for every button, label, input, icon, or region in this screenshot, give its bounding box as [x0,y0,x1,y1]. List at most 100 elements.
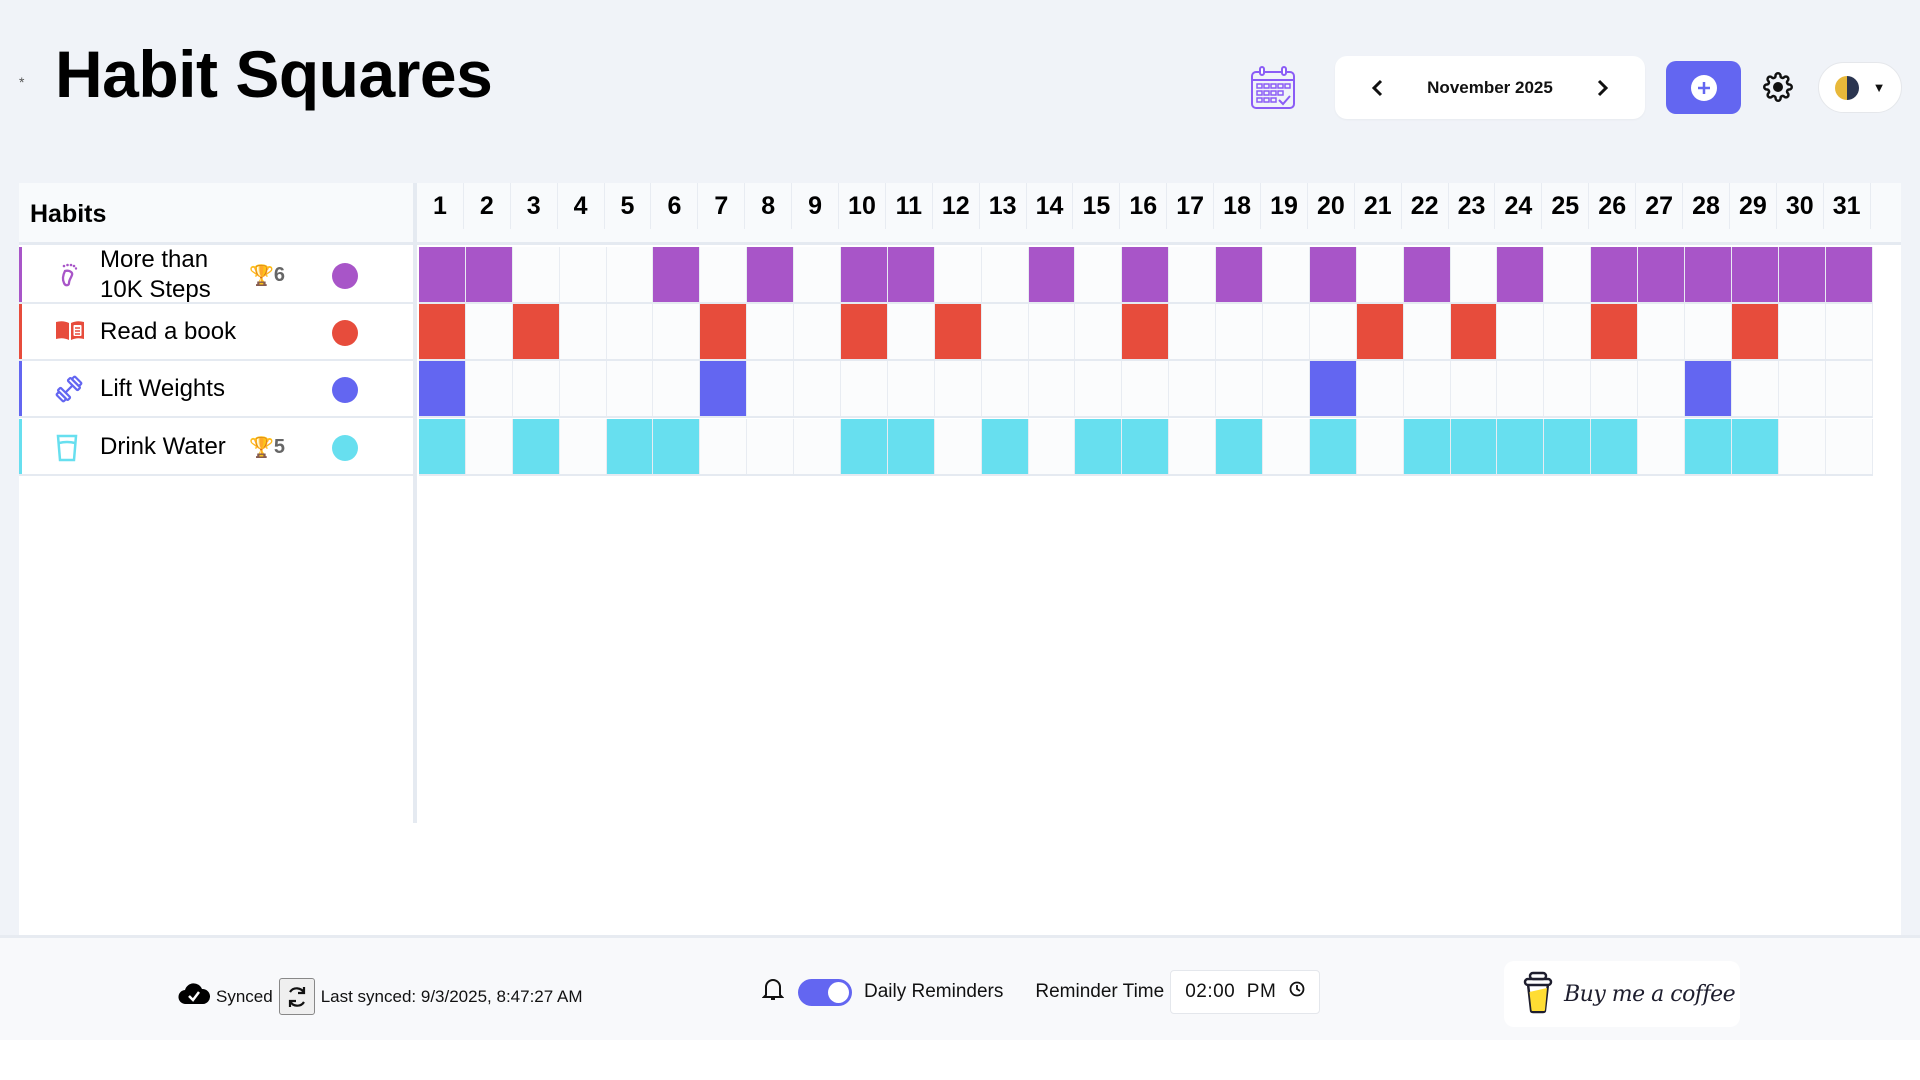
day-cell-completed[interactable] [841,304,888,359]
habit-color-dot[interactable] [332,320,358,346]
day-cell-completed[interactable] [653,247,701,302]
day-cell-completed[interactable] [419,419,466,474]
day-cell-empty[interactable] [559,247,607,302]
habit-color-dot[interactable] [332,377,358,403]
day-cell-completed[interactable] [606,419,654,474]
day-cell-completed[interactable] [1450,419,1498,474]
day-cell-completed[interactable] [1685,419,1732,474]
day-cell-empty[interactable] [794,419,842,474]
day-cell-empty[interactable] [1497,304,1545,359]
day-cell-empty[interactable] [981,304,1029,359]
habit-color-dot[interactable] [332,263,358,289]
day-cell-completed[interactable] [1450,304,1498,359]
day-cell-empty[interactable] [981,361,1029,416]
day-cell-empty[interactable] [1356,361,1404,416]
day-cell-empty[interactable] [1356,247,1404,302]
chevron-right-icon[interactable] [1591,76,1615,100]
day-cell-empty[interactable] [465,361,513,416]
day-cell-completed[interactable] [747,247,795,302]
day-cell-empty[interactable] [1028,361,1076,416]
day-cell-completed[interactable] [1638,247,1686,302]
day-cell-completed[interactable] [841,419,888,474]
reminder-time-input[interactable]: 02:00 PM [1170,970,1321,1014]
day-cell-empty[interactable] [1638,304,1686,359]
day-cell-empty[interactable] [512,247,560,302]
day-cell-empty[interactable] [1263,304,1310,359]
day-cell-completed[interactable] [465,247,513,302]
day-cell-completed[interactable] [1122,247,1170,302]
day-cell-completed[interactable] [419,304,466,359]
day-cell-empty[interactable] [1778,304,1826,359]
day-cell-completed[interactable] [1591,247,1639,302]
habit-row[interactable]: Drink Water 🏆 5 [19,419,413,476]
habit-row[interactable]: More than 10K Steps 🏆 6 [19,246,413,304]
day-cell-empty[interactable] [1403,361,1451,416]
day-cell-completed[interactable] [700,304,748,359]
day-cell-empty[interactable] [1263,419,1310,474]
theme-selector[interactable]: ▼ [1818,62,1902,113]
day-cell-completed[interactable] [1591,304,1639,359]
day-cell-empty[interactable] [1825,361,1873,416]
day-cell-completed[interactable] [1731,247,1779,302]
day-cell-completed[interactable] [1403,247,1451,302]
day-cell-completed[interactable] [1028,247,1076,302]
day-cell-empty[interactable] [1497,361,1545,416]
day-cell-empty[interactable] [794,361,842,416]
day-cell-completed[interactable] [1216,419,1264,474]
day-cell-empty[interactable] [1122,361,1170,416]
day-cell-completed[interactable] [1122,419,1170,474]
day-cell-empty[interactable] [653,304,701,359]
day-cell-completed[interactable] [512,419,560,474]
day-cell-completed[interactable] [512,304,560,359]
day-cell-empty[interactable] [794,247,842,302]
day-cell-completed[interactable] [1497,419,1545,474]
day-cell-empty[interactable] [1356,419,1404,474]
day-cell-completed[interactable] [1309,361,1357,416]
day-cell-empty[interactable] [887,361,935,416]
buy-me-a-coffee-button[interactable]: Buy me a coffee [1504,961,1740,1027]
sync-now-button[interactable] [278,978,315,1015]
day-cell-empty[interactable] [559,419,607,474]
day-cell-empty[interactable] [1169,304,1217,359]
day-cell-completed[interactable] [1825,247,1873,302]
day-cell-empty[interactable] [1638,361,1686,416]
day-cell-completed[interactable] [1685,361,1732,416]
day-cell-empty[interactable] [887,304,935,359]
chevron-left-icon[interactable] [1365,76,1389,100]
day-cell-empty[interactable] [1075,361,1123,416]
day-cell-completed[interactable] [1497,247,1545,302]
day-cell-completed[interactable] [419,361,466,416]
day-cell-empty[interactable] [1450,247,1498,302]
day-cell-completed[interactable] [1122,304,1170,359]
day-cell-empty[interactable] [1075,304,1123,359]
day-cell-empty[interactable] [1544,361,1592,416]
day-cell-empty[interactable] [1825,419,1873,474]
day-cell-empty[interactable] [606,304,654,359]
day-cell-completed[interactable] [700,361,748,416]
day-cell-empty[interactable] [841,361,888,416]
day-cell-completed[interactable] [419,247,466,302]
day-cell-empty[interactable] [1638,419,1686,474]
day-cell-empty[interactable] [934,361,982,416]
day-cell-empty[interactable] [606,361,654,416]
day-cell-empty[interactable] [1169,247,1217,302]
day-cell-empty[interactable] [1778,361,1826,416]
day-cell-empty[interactable] [1028,419,1076,474]
day-cell-completed[interactable] [841,247,888,302]
day-cell-empty[interactable] [653,361,701,416]
habit-color-dot[interactable] [332,435,358,461]
day-cell-empty[interactable] [747,361,795,416]
day-cell-completed[interactable] [1731,419,1779,474]
day-cell-completed[interactable] [1075,419,1123,474]
day-cell-empty[interactable] [1169,419,1217,474]
day-cell-empty[interactable] [1263,247,1310,302]
day-cell-empty[interactable] [1450,361,1498,416]
day-cell-empty[interactable] [1216,304,1264,359]
day-cell-empty[interactable] [465,419,513,474]
day-cell-completed[interactable] [1778,247,1826,302]
daily-reminders-toggle[interactable] [798,978,852,1006]
day-cell-empty[interactable] [1263,361,1310,416]
habit-row[interactable]: Lift Weights [19,361,413,418]
clock-icon[interactable] [1289,981,1305,1003]
day-cell-empty[interactable] [794,304,842,359]
